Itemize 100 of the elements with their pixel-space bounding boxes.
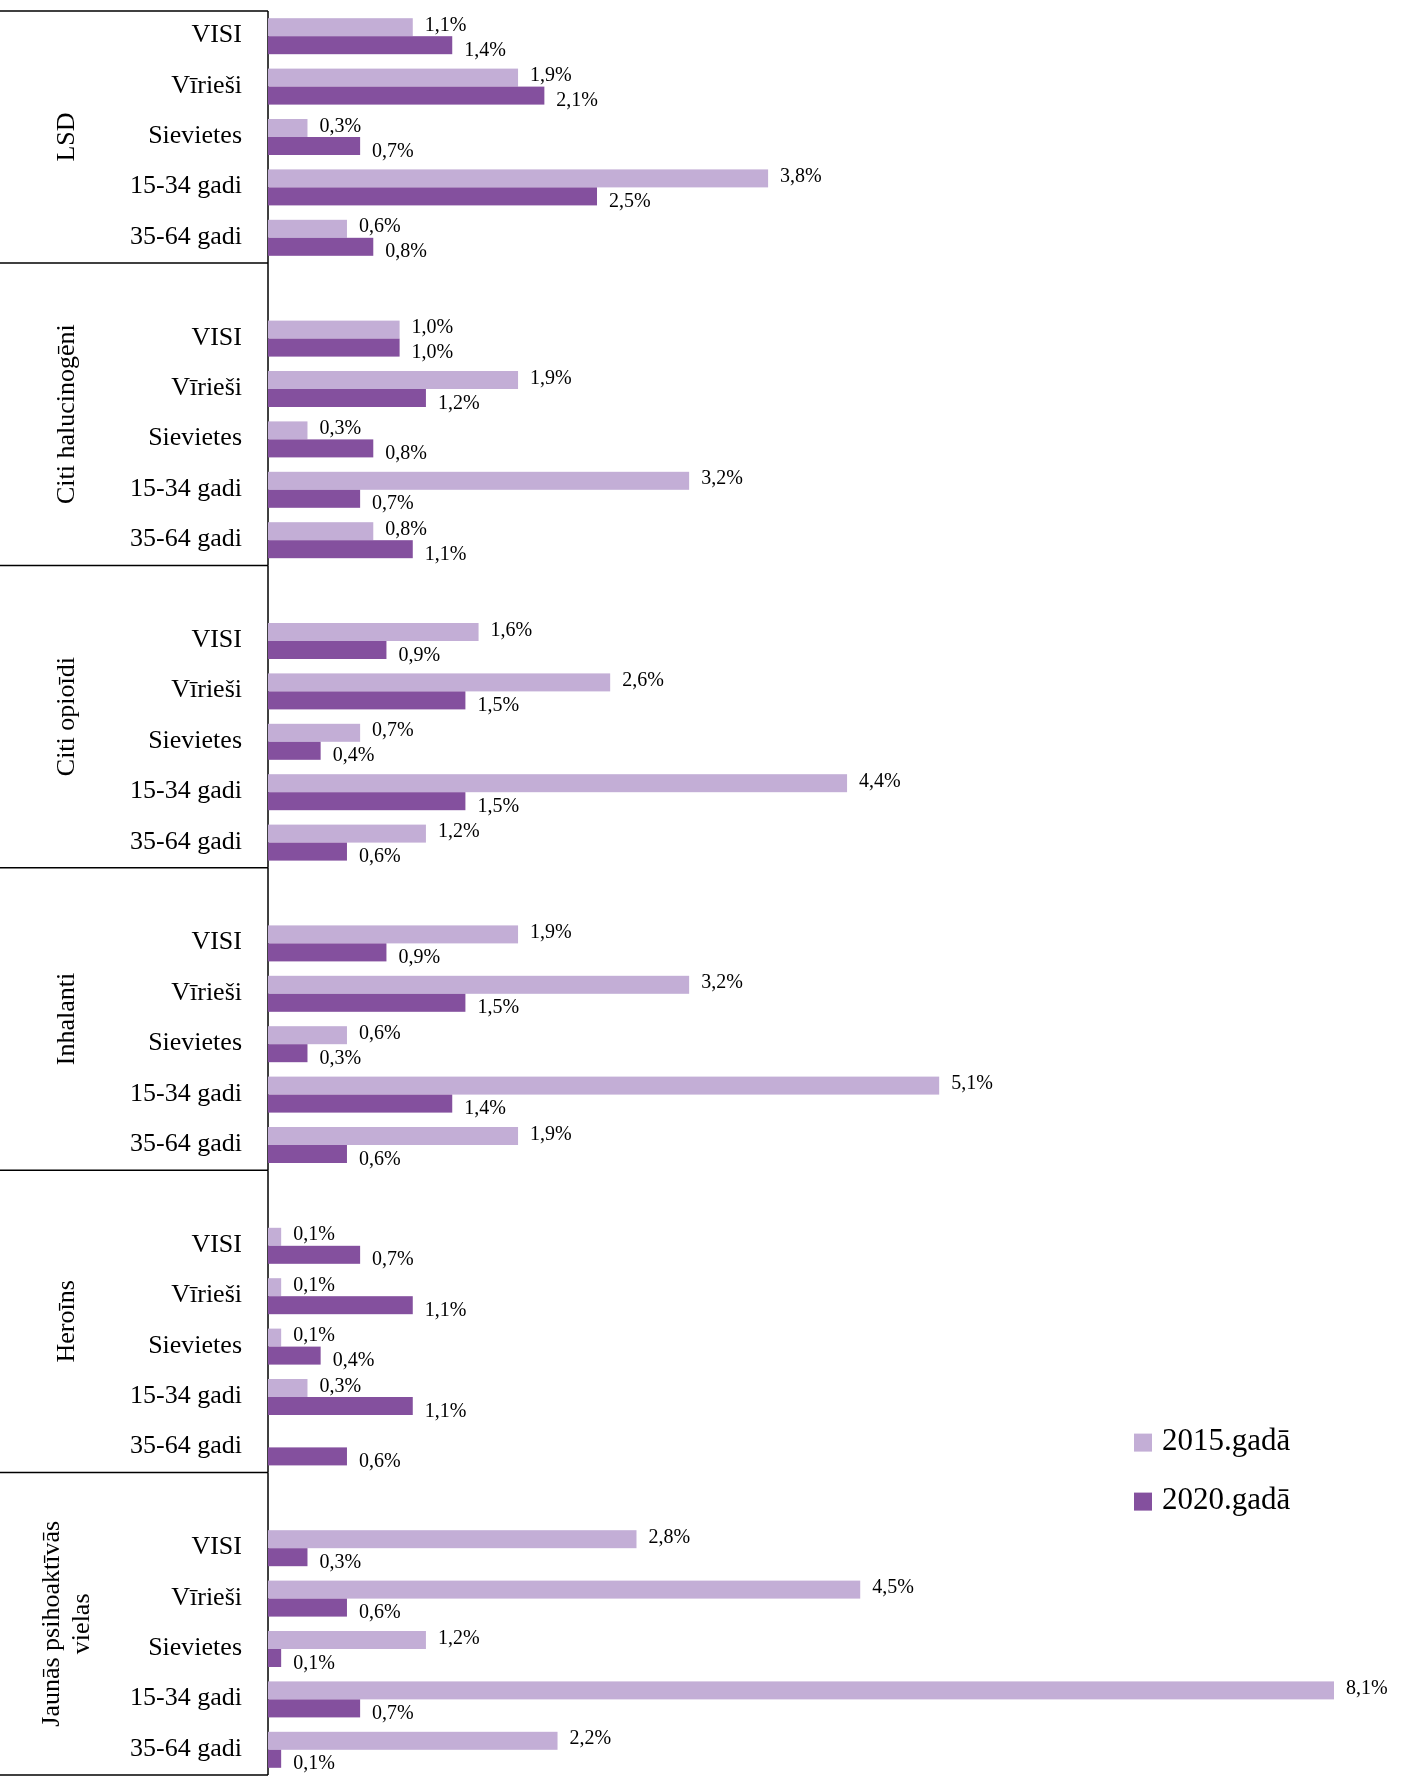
data-label: 0,1% — [293, 1272, 335, 1295]
data-label: 0,7% — [372, 1247, 414, 1270]
y-tick-label: 35-64 gadi — [130, 1430, 242, 1460]
data-label: 8,1% — [1346, 1675, 1388, 1698]
bar — [268, 1699, 361, 1718]
bar — [268, 137, 361, 155]
bar — [268, 623, 479, 641]
bar — [268, 421, 308, 440]
y-tick-label: Sievietes — [148, 1329, 242, 1359]
bar — [268, 320, 400, 339]
bar — [268, 237, 374, 256]
bar — [268, 824, 426, 843]
bar — [268, 1580, 861, 1599]
y-tick-label: VISI — [191, 623, 242, 653]
bar — [268, 338, 400, 357]
y-tick-label: 15-34 gadi — [130, 1077, 242, 1107]
y-tick-label: 35-64 gadi — [130, 1127, 242, 1157]
data-label: 0,9% — [398, 944, 441, 967]
data-label: 0,6% — [358, 1600, 401, 1623]
y-tick-label: Sievietes — [148, 1631, 242, 1661]
bar — [268, 842, 347, 861]
data-label: 0,6% — [358, 844, 401, 867]
data-label: 2,2% — [569, 1726, 612, 1749]
bar — [268, 943, 387, 962]
data-label: 2,5% — [609, 188, 651, 211]
data-label: 0,7% — [372, 491, 414, 514]
bar — [268, 489, 361, 508]
bar — [268, 187, 598, 206]
data-label: 2,1% — [556, 88, 599, 111]
bar — [268, 1681, 1334, 1700]
data-label: 0,8% — [385, 239, 427, 262]
bar — [268, 993, 466, 1012]
bar — [268, 119, 308, 137]
data-label: 1,5% — [477, 692, 520, 715]
y-tick-label: Vīrieši — [171, 371, 242, 401]
data-label: 4,5% — [872, 1575, 914, 1598]
bar — [268, 1296, 413, 1315]
bar — [268, 1044, 308, 1063]
data-label: 3,2% — [701, 466, 743, 489]
bar — [268, 975, 690, 994]
bar — [268, 1731, 558, 1750]
data-label: 0,3% — [319, 1045, 362, 1068]
data-label: 0,7% — [372, 718, 414, 741]
bar — [268, 1548, 308, 1567]
bar — [268, 68, 519, 87]
data-label: 0,6% — [358, 1146, 401, 1169]
bar — [268, 641, 387, 659]
data-label: 1,1% — [424, 1398, 467, 1421]
data-label: 1,9% — [530, 1121, 572, 1144]
y-tick-label: 15-34 gadi — [130, 472, 242, 502]
bar — [268, 1026, 347, 1045]
y-tick-label: Vīrieši — [171, 674, 242, 704]
y-axis-title: Citi opioīdi — [51, 657, 80, 777]
data-label: 5,1% — [951, 1071, 993, 1094]
data-label: 1,5% — [477, 793, 520, 816]
data-label: 0,3% — [319, 1549, 362, 1572]
data-label: 1,9% — [530, 365, 572, 388]
bar — [268, 774, 848, 793]
bar — [268, 1346, 321, 1365]
y-tick-label: Vīrieši — [171, 1581, 242, 1611]
y-tick-label: Sievietes — [148, 1027, 242, 1057]
bar — [268, 1278, 282, 1297]
bar — [268, 1649, 282, 1667]
y-tick-label: VISI — [191, 1531, 242, 1561]
bar — [268, 1397, 413, 1415]
y-axis-title: Jaunās psihoaktīvās vielas — [36, 1520, 95, 1727]
y-tick-label: 35-64 gadi — [130, 1732, 242, 1762]
y-tick-label: Sievietes — [148, 119, 242, 149]
bar — [268, 792, 466, 811]
data-label: 0,6% — [358, 1448, 401, 1471]
bar — [268, 389, 426, 407]
data-label: 0,3% — [319, 113, 362, 136]
bar — [268, 1094, 453, 1113]
legend-label: 2020.gadā — [1162, 1480, 1291, 1516]
bar — [268, 723, 361, 742]
data-label: 1,6% — [490, 617, 533, 640]
data-label: 0,1% — [293, 1323, 335, 1346]
bar — [268, 741, 321, 760]
y-tick-label: Sievietes — [148, 422, 242, 452]
data-label: 1,0% — [411, 340, 454, 363]
data-label: 1,2% — [437, 819, 480, 842]
bar — [268, 1076, 940, 1095]
data-label: 0,1% — [293, 1222, 335, 1245]
data-label: 0,6% — [358, 1020, 401, 1043]
data-label: 1,4% — [464, 37, 506, 60]
y-tick-label: 15-34 gadi — [130, 1682, 242, 1712]
y-tick-label: Vīrieši — [171, 1279, 242, 1309]
y-tick-label: 35-64 gadi — [130, 523, 242, 553]
y-tick-label: Vīrieši — [171, 69, 242, 99]
bar — [268, 522, 374, 541]
bar — [268, 86, 545, 105]
bar — [268, 371, 519, 389]
bar — [268, 169, 769, 188]
data-label: 1,0% — [411, 315, 454, 338]
data-label: 0,9% — [398, 642, 441, 665]
data-label: 3,2% — [701, 970, 743, 993]
data-label: 3,8% — [780, 163, 822, 186]
data-label: 2,6% — [622, 667, 664, 690]
bar — [268, 439, 374, 458]
y-tick-label: VISI — [191, 926, 242, 956]
